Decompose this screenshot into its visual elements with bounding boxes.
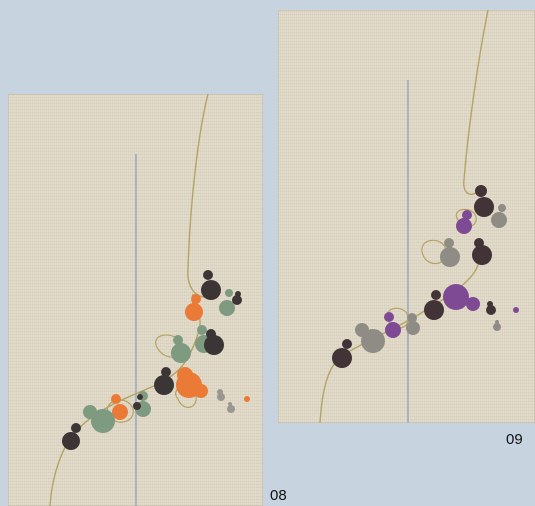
gourd-pattern-09 — [319, 10, 519, 423]
noren-curtain-08 — [8, 94, 263, 506]
gourd-pattern-08 — [49, 94, 250, 506]
gourds-08 — [62, 270, 250, 450]
product-number-09: 09 — [506, 431, 523, 448]
noren-curtain-09 — [278, 10, 535, 423]
product-number-08: 08 — [270, 487, 287, 504]
gourds-09 — [332, 185, 519, 368]
